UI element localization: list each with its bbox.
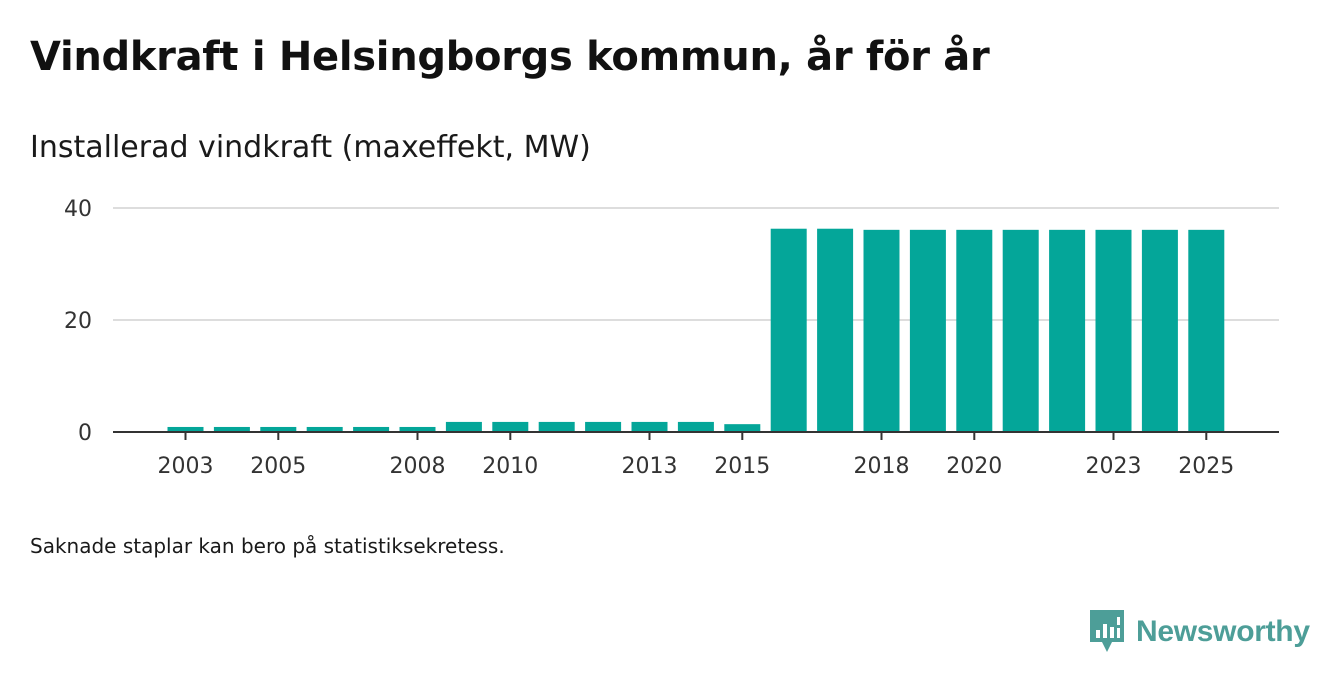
x-tick-label: 2025 (1178, 454, 1234, 479)
bar-2020 (956, 229, 993, 432)
bar-2014 (677, 421, 714, 432)
bar-2010 (492, 421, 529, 432)
bar-2019 (909, 229, 946, 432)
bar-2012 (585, 421, 622, 432)
x-axis: 2003 2005 2008 2010 2013 2015 2018 2020 2023 2025 (113, 431, 1279, 479)
bar-2008 (399, 426, 436, 432)
bar-2003 (167, 426, 204, 432)
bar-2021 (1002, 229, 1039, 432)
bar-2009 (445, 421, 482, 432)
bar-2017 (817, 228, 854, 432)
bar-2013 (631, 421, 668, 432)
chart-logo-icon (1090, 610, 1124, 652)
bar-2018 (863, 229, 900, 432)
bar-2015 (724, 424, 761, 432)
y-tick-label: 20 (64, 309, 92, 334)
y-tick-label: 0 (78, 421, 92, 446)
x-tick-label: 2020 (946, 454, 1002, 479)
bar-2006 (306, 426, 343, 432)
newsworthy-logo[interactable]: Newsworthy (1088, 610, 1310, 654)
x-tick-label: 2018 (854, 454, 910, 479)
x-tick-label: 2003 (158, 454, 214, 479)
x-tick-label: 2013 (622, 454, 678, 479)
y-tick-label: 40 (64, 197, 92, 222)
bar-2005 (260, 426, 297, 432)
bar-2016 (770, 228, 807, 432)
brand-name: Newsworthy (1136, 615, 1310, 648)
x-tick-label: 2015 (714, 454, 770, 479)
bar-2011 (538, 421, 575, 432)
x-tick-label: 2005 (250, 454, 306, 479)
bars (167, 228, 1225, 432)
bar-2022 (1049, 229, 1086, 432)
bar-2025 (1188, 229, 1225, 432)
x-tick-label: 2008 (390, 454, 446, 479)
x-tick-label: 2010 (482, 454, 538, 479)
chart-title: Vindkraft i Helsingborgs kommun, år för … (30, 34, 990, 80)
bar-2007 (353, 426, 390, 432)
bar-2004 (213, 426, 250, 432)
bar-2023 (1095, 229, 1132, 432)
chart-subtitle: Installerad vindkraft (maxeffekt, MW) (30, 130, 591, 165)
bar-2024 (1141, 229, 1178, 432)
x-tick-label: 2023 (1086, 454, 1142, 479)
footnote: Saknade staplar kan bero på statistiksek… (30, 534, 505, 558)
